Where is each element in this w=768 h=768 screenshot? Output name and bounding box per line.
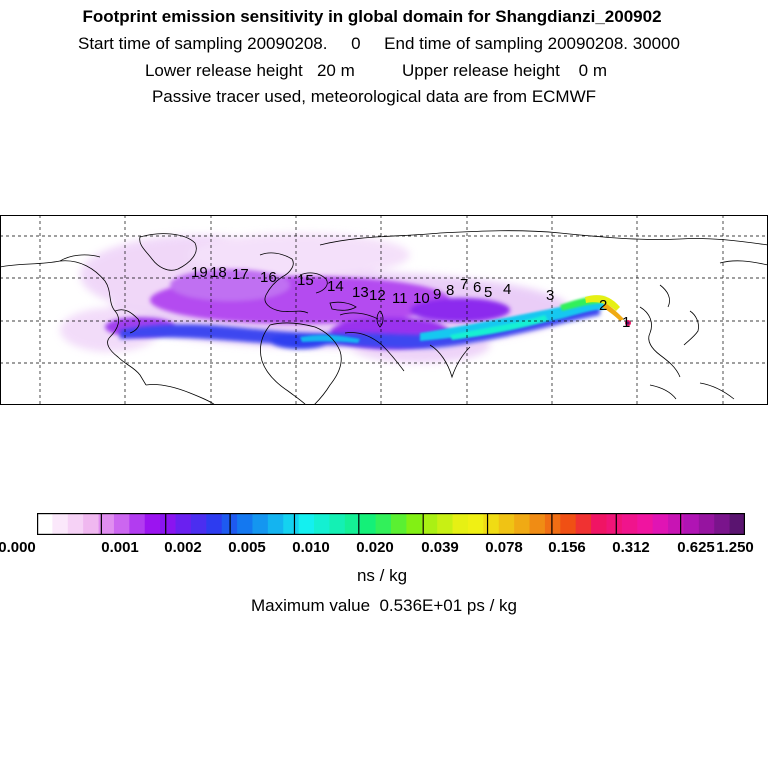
colorbar-cell (113, 513, 130, 535)
colorbar-cell (668, 513, 684, 535)
traj-label-11: 11 (392, 290, 408, 307)
colorbar-cell (514, 513, 530, 535)
traj-label-19: 19 (191, 264, 208, 281)
traj-label-17: 17 (232, 266, 249, 283)
colorbar-unit: ns / kg (356, 566, 408, 585)
traj-label-1: 1 (622, 314, 630, 331)
traj-label-10: 10 (413, 290, 430, 307)
colorbar-cell (52, 513, 69, 535)
traj-label-8: 8 (446, 282, 454, 299)
colorbar-cell (67, 513, 84, 535)
colorbar-cell (606, 513, 623, 535)
traj-label-7: 7 (460, 276, 468, 293)
colorbar-tick-6: 0.039 (421, 539, 459, 556)
colorbar-cell (144, 513, 161, 535)
figure-title: Footprint emission sensitivity in global… (82, 7, 662, 26)
colorbar-tick-11: 1.250 (716, 539, 754, 556)
traj-label-16: 16 (260, 269, 277, 286)
traj-label-12: 12 (369, 287, 386, 304)
traj-label-4: 4 (503, 281, 511, 298)
colorbar-tick-5: 0.020 (356, 539, 394, 556)
colorbar-cell (175, 513, 192, 535)
colorbar-cell (267, 513, 284, 535)
colorbar-tick-9: 0.312 (612, 539, 650, 556)
colorbar-cell (698, 513, 715, 535)
colorbar-cell (729, 513, 745, 535)
colorbar (37, 513, 745, 535)
colorbar-cell (329, 513, 346, 535)
tracer-info-line: Passive tracer used, meteorological data… (151, 87, 597, 106)
colorbar-cell (421, 513, 438, 535)
colorbar-cell (360, 513, 377, 535)
colorbar-cell (467, 513, 484, 535)
traj-label-13: 13 (352, 284, 369, 301)
colorbar-cell (83, 513, 99, 535)
coastlines (0, 230, 768, 405)
colorbar-cell (637, 513, 654, 535)
colorbar-tick-7: 0.078 (485, 539, 523, 556)
colorbar-cell (652, 513, 669, 535)
traj-label-9: 9 (433, 286, 441, 303)
release-height-line: Lower release height 20 m Upper release … (144, 61, 608, 80)
colorbar-cell (529, 513, 546, 535)
colorbar-tick-2: 0.002 (164, 539, 202, 556)
colorbar-cell (406, 513, 423, 535)
colorbar-cell (206, 513, 223, 535)
colorbar-cell (621, 513, 638, 535)
colorbar-cell (483, 513, 500, 535)
colorbar-cell (283, 513, 300, 535)
colorbar-cell (437, 513, 453, 535)
colorbar-cell (591, 513, 607, 535)
colorbar-cell (544, 513, 561, 535)
colorbar-cell (129, 513, 146, 535)
traj-label-5: 5 (484, 284, 492, 301)
colorbar-cell (160, 513, 176, 535)
maximum-value-text: Maximum value 0.536E+01 ps / kg (251, 596, 517, 615)
trajectory-labels: 19 18 17 16 15 14 13 12 11 10 9 8 7 6 5 … (191, 264, 630, 331)
traj-label-15: 15 (297, 272, 314, 289)
sampling-time-line: Start time of sampling 20090208. 0 End t… (78, 34, 680, 53)
colorbar-tick-8: 0.156 (548, 539, 586, 556)
colorbar-tick-10: 0.625 (677, 539, 715, 556)
colorbar-cell (575, 513, 592, 535)
graticule (0, 215, 768, 405)
colorbar-tick-1: 0.001 (101, 539, 139, 556)
colorbar-cell (314, 513, 330, 535)
colorbar-cell (560, 513, 577, 535)
colorbar-cell (714, 513, 731, 535)
traj-label-3: 3 (546, 287, 554, 304)
colorbar-cell (252, 513, 269, 535)
colorbar-cell (452, 513, 469, 535)
colorbar-cell (344, 513, 361, 535)
colorbar-tick-0: 0.000 (0, 539, 36, 556)
colorbar-cell (498, 513, 515, 535)
colorbar-tick-4: 0.010 (292, 539, 330, 556)
colorbar-cell (298, 513, 315, 535)
traj-label-6: 6 (473, 279, 481, 296)
colorbar-cell (375, 513, 392, 535)
traj-label-2: 2 (599, 297, 607, 314)
colorbar-cell (37, 513, 53, 535)
colorbar-cell (190, 513, 207, 535)
traj-label-14: 14 (327, 278, 344, 295)
colorbar-tick-3: 0.005 (228, 539, 266, 556)
footprint-map: 19 18 17 16 15 14 13 12 11 10 9 8 7 6 5 … (0, 215, 768, 405)
colorbar-cell (237, 513, 253, 535)
traj-label-18: 18 (210, 264, 227, 281)
colorbar-cell (683, 513, 700, 535)
colorbar-cell (98, 513, 115, 535)
colorbar-cell (391, 513, 407, 535)
